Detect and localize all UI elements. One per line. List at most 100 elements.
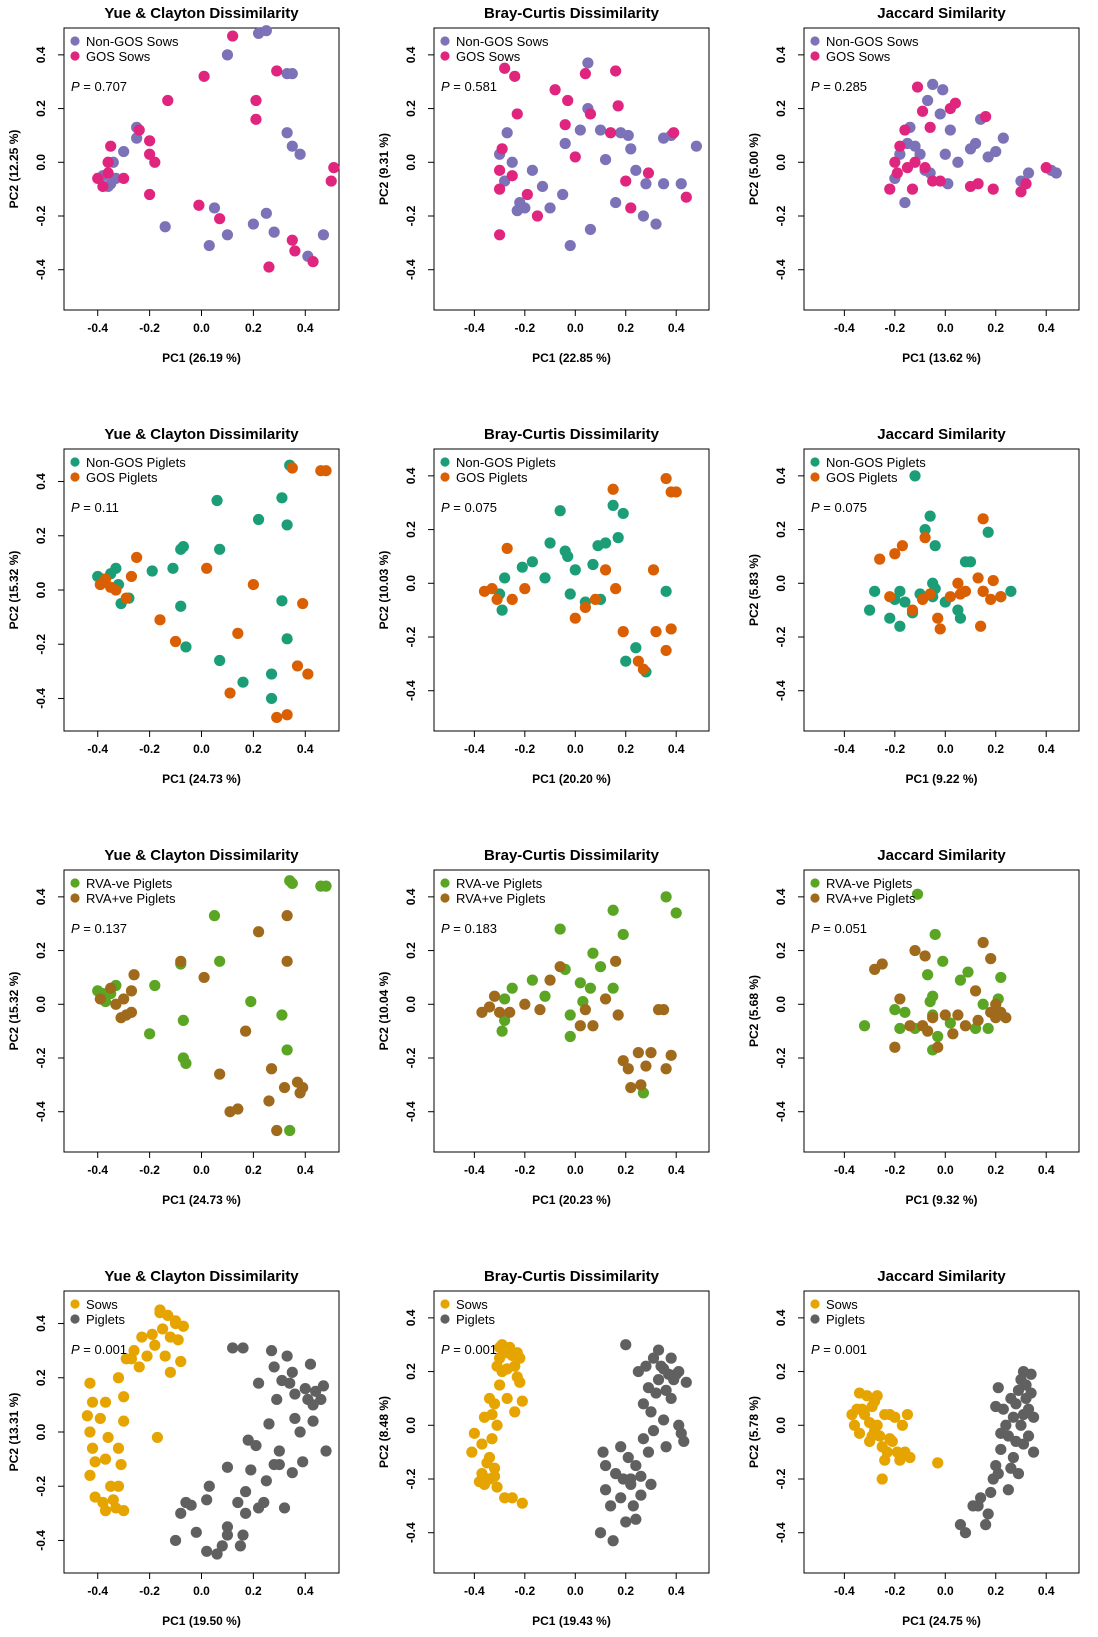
y-tick-label: 0.0	[34, 581, 48, 598]
panel-title: Jaccard Similarity	[877, 426, 1006, 443]
data-point-gos-piglets	[506, 593, 518, 606]
data-point-non-gos-piglets	[869, 585, 881, 597]
p-value: 0.001	[465, 1342, 498, 1357]
legend-marker	[440, 51, 450, 61]
data-point-rva-ve-piglets	[265, 1063, 278, 1075]
data-point-gos-sows	[625, 202, 637, 214]
scatter-points	[92, 25, 340, 273]
data-point-sows	[506, 1492, 518, 1504]
data-point-piglets	[284, 1377, 296, 1389]
data-point-sows	[486, 1433, 498, 1445]
data-point-piglets	[640, 1360, 652, 1372]
data-point-piglets	[1020, 1379, 1032, 1391]
data-point-sows	[848, 1419, 861, 1431]
data-point-non-gos-piglets	[276, 595, 288, 607]
p-equals: =	[450, 79, 465, 94]
pcoa-panel-2: Bray-Curtis Dissimilarity -0.4 -0.2 0.0 0.2 0…	[377, 5, 710, 365]
data-point-rva-ve-piglets	[488, 990, 501, 1002]
data-point-gos-sows	[1040, 162, 1052, 174]
data-point-piglets	[990, 1400, 1002, 1413]
y-axis-label: PC2 (5.83 %)	[747, 554, 761, 626]
data-point-rva-ve-piglets	[214, 955, 226, 967]
data-point-rva-ve-piglets	[128, 969, 140, 981]
plot-frame	[433, 869, 710, 1153]
legend-marker	[70, 878, 80, 888]
data-point-rva-ve-piglets	[622, 1063, 634, 1075]
p-symbol: P	[811, 921, 820, 936]
data-point-gos-piglets	[874, 553, 886, 565]
scatter-points	[466, 1339, 692, 1547]
p-equals: =	[820, 921, 835, 936]
x-tick-label: 0.0	[937, 1163, 954, 1177]
data-point-non-gos-piglets	[211, 494, 223, 507]
data-point-sows	[99, 1505, 112, 1517]
data-point-gos-sows	[263, 261, 275, 273]
data-point-piglets	[995, 1443, 1007, 1456]
legend-label: Sows	[826, 1297, 858, 1312]
x-tick-label: 0.2	[245, 742, 262, 756]
p-value-text: P = 0.183	[441, 921, 497, 936]
scatter-points	[478, 472, 682, 678]
data-point-non-gos-sows	[536, 180, 549, 193]
data-point-rva-ve-piglets	[118, 993, 130, 1005]
data-point-piglets	[265, 1345, 278, 1357]
legend-marker	[70, 51, 80, 61]
p-value-text: P = 0.285	[811, 79, 867, 94]
data-point-sows	[128, 1345, 140, 1357]
x-tick-label: -0.4	[464, 742, 485, 756]
data-point-rva-ve-piglets	[972, 1014, 984, 1026]
panel-title: Bray-Curtis Dissimilarity	[484, 5, 660, 22]
data-point-rva-ve-piglets	[617, 928, 629, 941]
data-point-piglets	[1025, 1368, 1037, 1380]
legend-marker	[810, 878, 820, 888]
plot-frame	[803, 448, 1080, 732]
data-point-gos-piglets	[320, 465, 332, 477]
data-point-rva-ve-piglets	[198, 971, 210, 984]
data-point-non-gos-piglets	[544, 537, 556, 549]
data-point-non-gos-piglets	[612, 532, 624, 544]
data-point-gos-sows	[549, 84, 561, 96]
y-tick-label: 0.0	[774, 154, 788, 171]
data-point-piglets	[1017, 1438, 1030, 1450]
legend-marker	[440, 1314, 450, 1324]
data-point-rva-ve-piglets	[281, 1044, 293, 1056]
data-point-piglets	[615, 1492, 627, 1504]
data-point-piglets	[992, 1382, 1004, 1394]
data-point-piglets	[234, 1540, 247, 1552]
data-point-sows	[876, 1473, 888, 1485]
x-axis-label: PC1 (19.43 %)	[532, 1614, 611, 1628]
data-point-piglets	[221, 1521, 234, 1533]
data-point-sows	[476, 1438, 488, 1450]
data-point-rva-ve-piglets	[284, 1124, 296, 1137]
data-point-gos-sows	[92, 172, 104, 184]
data-point-gos-piglets	[232, 627, 244, 639]
y-tick-label: 0.4	[34, 46, 48, 63]
data-point-gos-piglets	[660, 644, 672, 657]
y-tick-label: 0.2	[404, 1363, 418, 1380]
legend-label: Non-GOS Sows	[456, 34, 549, 49]
x-tick-label: 0.2	[617, 1163, 634, 1177]
legend-marker	[440, 1299, 450, 1309]
scatter-points	[863, 470, 1017, 635]
x-axis-label: PC1 (24.75 %)	[902, 1614, 981, 1628]
data-point-gos-piglets	[632, 655, 644, 667]
panel-title: Yue & Clayton Dissimilarity	[104, 5, 299, 22]
data-point-sows	[136, 1331, 148, 1343]
data-point-gos-sows	[972, 178, 984, 190]
data-point-gos-piglets	[291, 660, 304, 672]
data-point-non-gos-piglets	[909, 470, 921, 482]
x-tick-label: 0.2	[987, 321, 1004, 335]
x-tick-label: 0.4	[297, 321, 314, 335]
x-tick-label: -0.2	[884, 1163, 905, 1177]
y-tick-label: -0.4	[404, 680, 418, 701]
data-point-rva-ve-piglets	[519, 998, 531, 1010]
data-point-piglets	[622, 1451, 634, 1464]
data-point-rva-ve-piglets	[252, 926, 265, 938]
x-tick-label: 0.2	[987, 1584, 1004, 1598]
y-tick-label: -0.2	[404, 1468, 418, 1489]
data-point-gos-piglets	[972, 572, 984, 584]
p-value-text: P = 0.137	[71, 921, 127, 936]
legend-label: GOS Sows	[456, 49, 521, 64]
legend-marker	[70, 1299, 80, 1309]
x-tick-label: -0.4	[834, 742, 855, 756]
